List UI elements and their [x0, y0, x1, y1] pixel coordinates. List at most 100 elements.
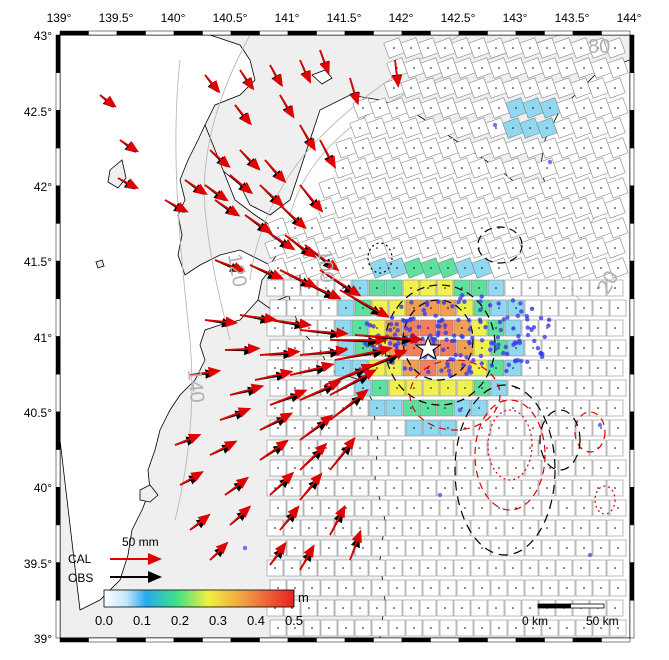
patch-center: [600, 107, 602, 109]
hypocenter-dot: [443, 330, 448, 336]
patch-center: [274, 407, 276, 409]
patch-center: [277, 387, 279, 389]
patch-center: [546, 327, 548, 329]
patch-center: [563, 407, 565, 409]
patch-center: [447, 547, 449, 549]
patch-center: [444, 127, 446, 129]
cal-vector: [299, 544, 315, 571]
cal-vector: [259, 412, 294, 431]
patch-center: [444, 447, 446, 449]
patch-center: [328, 347, 330, 349]
patch-center: [379, 107, 381, 109]
lon-label: 142.5°: [441, 11, 476, 25]
hypocenter-dot: [388, 327, 393, 333]
patch-center: [359, 607, 361, 609]
hypocenter-dot: [387, 341, 393, 346]
patch-center: [583, 507, 585, 509]
patch-center: [515, 467, 517, 469]
colorbar-tick: 0.3: [209, 613, 227, 628]
hypocenter-dot: [421, 308, 427, 313]
patch-center: [546, 487, 548, 489]
hypocenter-dot: [493, 346, 499, 351]
colorbar-tick: 0.5: [285, 613, 303, 628]
patch-center: [413, 467, 415, 469]
patch-center: [311, 587, 313, 589]
patch-center: [393, 367, 395, 369]
vector-legend: 50 mm CAL OBS: [68, 535, 162, 585]
patch-center: [444, 47, 446, 49]
patch-center: [359, 407, 361, 409]
cal-vector: [299, 59, 312, 84]
patch-center: [478, 287, 480, 289]
patch-center: [379, 387, 381, 389]
patch-center: [617, 507, 619, 509]
frame-tick-right: [629, 336, 635, 375]
frame-tick-top: [287, 30, 317, 36]
patch-center: [600, 267, 602, 269]
patch-center: [478, 207, 480, 209]
patch-center: [529, 567, 531, 569]
patch-center: [413, 307, 415, 309]
cal-vector: [354, 333, 424, 345]
patch-center: [583, 427, 585, 429]
cal-vector: [299, 279, 342, 300]
hypocenter-dot: [478, 307, 483, 313]
patch-center: [461, 567, 463, 569]
patch-center: [583, 227, 585, 229]
hypocenter-dot: [431, 337, 436, 342]
cal-vector: [299, 124, 316, 152]
cal-vector: [334, 345, 393, 361]
patch-center: [393, 327, 395, 329]
frame-tick-top: [88, 30, 118, 36]
patch-center: [345, 347, 347, 349]
patch-center: [342, 287, 344, 289]
patch-center: [566, 587, 568, 589]
patch-center: [498, 507, 500, 509]
patch-center: [444, 407, 446, 409]
hypocenter-dot: [587, 552, 593, 558]
map-frame: [55, 30, 635, 643]
hypocenter-dot: [400, 318, 406, 323]
lat-label: 42°: [34, 180, 52, 194]
frame-tick-top: [487, 30, 517, 36]
hypocenter-dot: [478, 353, 484, 359]
cal-vector: [269, 389, 308, 406]
hypocenter-dot: [444, 337, 449, 342]
patch-center: [546, 407, 548, 409]
patch-center: [617, 547, 619, 549]
patch-center: [498, 147, 500, 149]
patch-center: [566, 427, 568, 429]
patch-center: [512, 167, 514, 169]
patch-center: [359, 487, 361, 489]
patch-center: [308, 287, 310, 289]
frame-tick-top: [601, 30, 631, 36]
latitude-labels: 43° 42.5° 42° 41.5° 41° 40.5° 40° 39.5° …: [24, 29, 52, 646]
patch-center: [274, 527, 276, 529]
hypocenter-dot: [597, 422, 603, 428]
patch-center: [563, 567, 565, 569]
cal-vector: [209, 149, 231, 168]
patch-center: [413, 547, 415, 549]
scalebar-start-label: 0 km: [522, 614, 548, 628]
hypocenter-dot: [456, 299, 461, 305]
fault-grid: [264, 37, 629, 637]
cal-vector: [224, 343, 261, 355]
patch-center: [461, 87, 463, 89]
patch-center: [563, 527, 565, 529]
frame-tick-left: [55, 524, 61, 563]
frame-tick-left: [55, 411, 61, 450]
patch-center: [580, 367, 582, 369]
cal-vector: [179, 471, 204, 486]
patch-center: [379, 467, 381, 469]
patch-center: [532, 227, 534, 229]
patch-center: [413, 107, 415, 109]
island-oga: [139, 484, 159, 503]
patch-center: [291, 487, 293, 489]
hypocenter-dot: [479, 338, 485, 343]
hypocenter-dot: [371, 344, 377, 350]
patch-center: [359, 207, 361, 209]
patch-center: [410, 207, 412, 209]
cal-vector: [229, 505, 252, 526]
patch-center: [461, 167, 463, 169]
patch-center: [427, 127, 429, 129]
